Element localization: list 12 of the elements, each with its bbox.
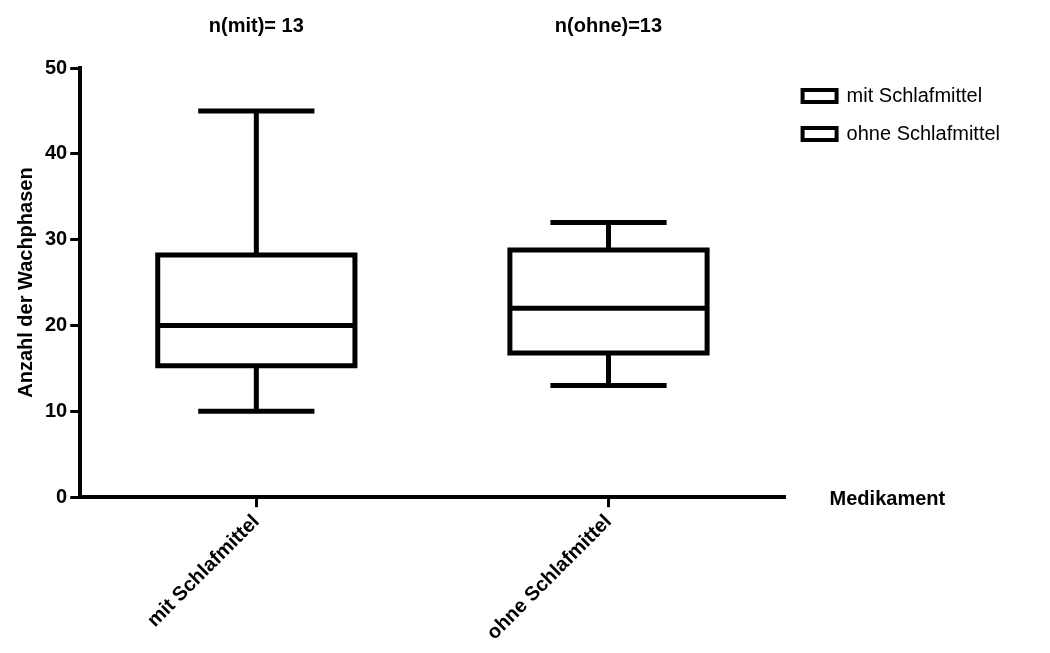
y-axis-title: Anzahl der Wachphasen: [13, 167, 36, 398]
text: n(ohne)=13: [554, 13, 663, 36]
y-tick-label: 10: [45, 398, 68, 421]
legend-label: ohne Schlafmittel: [846, 121, 1000, 144]
x-axis-title: Medikament: [829, 486, 946, 509]
y-tick-label: 0: [56, 484, 68, 507]
y-tick-label: 30: [45, 227, 68, 250]
y-tick-label: 40: [45, 141, 68, 164]
text: n(mit)= 13: [208, 13, 304, 36]
legend-label: mit Schlafmittel: [846, 83, 983, 106]
y-tick-label: 20: [45, 313, 68, 336]
y-tick-label: 50: [45, 55, 68, 78]
